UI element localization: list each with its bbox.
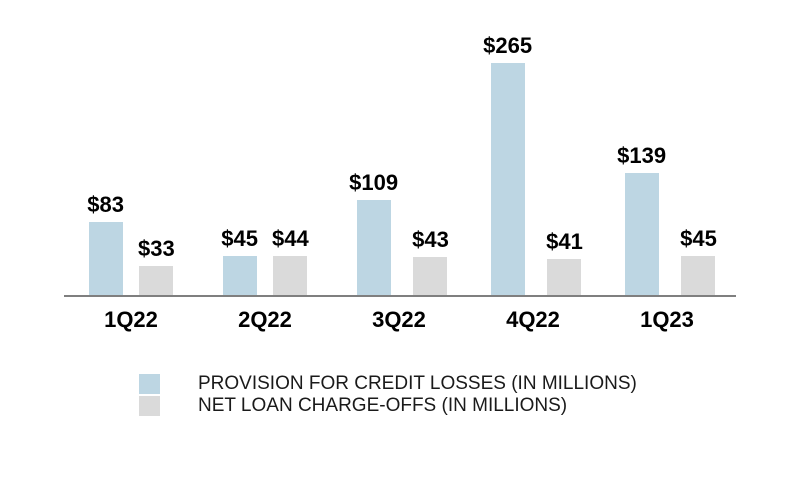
chargeoffs-bar: [681, 255, 716, 295]
legend-swatch: [139, 396, 160, 416]
provision-bar: [624, 173, 659, 295]
bar-unit: $139: [617, 145, 666, 295]
legend: PROVISION FOR CREDIT LOSSES (IN MILLIONS…: [139, 374, 637, 416]
x-axis-label: 1Q22: [104, 307, 158, 332]
value-label: $45: [221, 225, 258, 251]
legend-label: NET LOAN CHARGE-OFFS (IN MILLIONS): [198, 395, 568, 416]
legend-label: PROVISION FOR CREDIT LOSSES (IN MILLIONS…: [198, 373, 637, 394]
value-label: $41: [546, 229, 583, 255]
bar-unit: $109: [349, 169, 399, 295]
bar-unit: $83: [87, 194, 124, 295]
value-label: $33: [138, 236, 175, 262]
legend-row: NET LOAN CHARGE-OFFS (IN MILLIONS): [139, 396, 637, 416]
x-axis-label: 2Q22: [238, 307, 292, 332]
chargeoffs-bar: [139, 266, 174, 295]
provision-bar: [88, 222, 123, 295]
provision-bar: [490, 63, 525, 295]
bar-group: $139 $45: [600, 145, 734, 295]
bar-group: $83 $33: [64, 194, 198, 295]
value-label: $45: [680, 225, 717, 251]
x-axis-line: [64, 295, 736, 297]
x-axis-label: 3Q22: [372, 307, 426, 332]
bar-group: $45 $44: [198, 225, 332, 295]
value-label: $43: [412, 227, 449, 253]
bar-group: $109 $43: [332, 169, 466, 295]
legend-row: PROVISION FOR CREDIT LOSSES (IN MILLIONS…: [139, 374, 637, 394]
bar-group: $265 $41: [466, 35, 600, 295]
value-label: $139: [617, 143, 667, 169]
bar-unit: $45: [221, 225, 258, 295]
bar-unit: $33: [138, 238, 175, 295]
x-axis-labels: 1Q22 2Q22 3Q22 4Q22 1Q23: [64, 309, 734, 331]
bar-unit: $44: [272, 228, 309, 295]
value-label: $44: [272, 226, 309, 252]
x-axis-label: 4Q22: [506, 307, 560, 332]
bar-unit: $45: [680, 225, 717, 295]
bar-unit: $43: [412, 229, 449, 295]
chargeoffs-bar: [273, 256, 308, 295]
provision-bar: [356, 199, 391, 295]
value-label: $83: [87, 192, 124, 218]
x-axis-label: 1Q23: [640, 307, 694, 332]
provision-bar: [222, 255, 257, 295]
chargeoffs-bar: [413, 257, 448, 295]
bar-unit: $265: [483, 35, 532, 295]
legend-swatch: [139, 374, 160, 394]
value-label: $109: [349, 169, 399, 195]
chargeoffs-bar: [547, 259, 582, 295]
bar-unit: $41: [546, 231, 583, 295]
plot-area: $83 $33 $45 $44 $109 $43 $265 $41 $139 $45: [64, 0, 734, 295]
value-label: $265: [483, 33, 533, 58]
